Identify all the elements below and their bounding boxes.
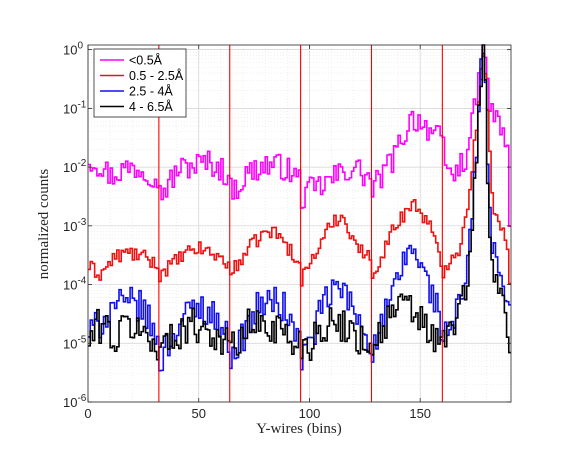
y-tick-label: 100 xyxy=(63,41,83,58)
legend-label: 4 - 6.5Å xyxy=(129,99,173,114)
y-tick-label: 10-2 xyxy=(63,158,87,175)
legend: <0.5Å0.5 - 2.5Å2.5 - 4Å4 - 6.5Å xyxy=(93,48,187,118)
plot-frame xyxy=(87,44,512,403)
y-tick-label: 10-6 xyxy=(63,393,87,410)
x-axis-label: Y-wires (bins) xyxy=(256,421,341,437)
x-tick-label: 150 xyxy=(409,406,431,421)
legend-label: 2.5 - 4Å xyxy=(129,84,173,99)
legend-label: 0.5 - 2.5Å xyxy=(129,68,184,83)
y-tick-label: 10-3 xyxy=(63,217,87,234)
y-tick-label: 10-4 xyxy=(63,276,87,293)
y-tick-label: 10-5 xyxy=(63,334,87,351)
legend-label: <0.5Å xyxy=(129,53,163,68)
x-tick-label: 50 xyxy=(191,406,205,421)
x-tick-label: 0 xyxy=(84,406,91,421)
vertical-lines xyxy=(158,45,443,402)
y-tick-label: 10-1 xyxy=(63,99,87,116)
x-tick-label: 100 xyxy=(299,406,321,421)
y-axis-label: normalized counts xyxy=(36,169,52,280)
ticks: 0 50 100 150 10-6 10-5 10-4 10-3 10-2 10-1 100 xyxy=(63,41,511,421)
